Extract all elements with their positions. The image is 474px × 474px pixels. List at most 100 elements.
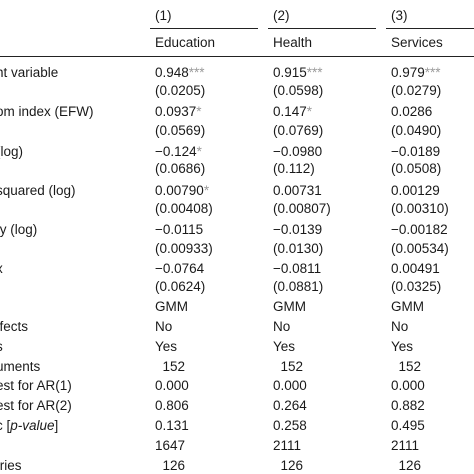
cell-value: GMM — [155, 299, 188, 314]
table-cell: GMM — [155, 299, 188, 315]
cell-value: 0.258 — [273, 418, 307, 433]
cell-value: (0.0569) — [155, 123, 206, 138]
table-cell: (0.00807) — [273, 201, 331, 217]
table-cell: 0.000 — [155, 378, 189, 394]
row-label: tries — [0, 458, 22, 473]
table-cell: 0.495 — [391, 418, 425, 434]
cell-value: (0.0130) — [273, 241, 324, 256]
table-cell: (0.00310) — [391, 201, 449, 217]
cell-value: GMM — [391, 299, 424, 314]
table-cell: −0.0811 — [273, 261, 321, 277]
cell-value: (0.0624) — [155, 279, 206, 294]
row-label: ty (log) — [0, 222, 38, 237]
table-cell: No — [391, 319, 408, 335]
table-cell: −0.0764 — [155, 261, 204, 277]
cell-value: 0.495 — [391, 418, 425, 433]
table-cell: (0.00408) — [155, 201, 213, 217]
cell-value: 126 — [155, 458, 186, 473]
table-cell: 126 — [391, 458, 422, 474]
cell-value: (0.0686) — [155, 161, 206, 176]
table-cell: (0.0624) — [155, 279, 205, 295]
cell-value: 0.882 — [391, 398, 425, 413]
significance-stars: * — [306, 104, 313, 119]
cell-value: (0.0769) — [273, 123, 324, 138]
table-cell: 2111 — [273, 438, 301, 454]
table-cell: 0.948*** — [155, 65, 205, 81]
cell-value: No — [273, 319, 291, 334]
row-label: est for AR(1) — [0, 378, 72, 393]
table-cell: 126 — [273, 458, 304, 474]
table-cell: 152 — [391, 359, 422, 375]
table-cell: GMM — [273, 299, 306, 315]
cell-value: (0.0881) — [273, 279, 324, 294]
table-cell: 2111 — [391, 438, 419, 454]
row-label: squared (log) — [0, 183, 76, 198]
row-label: (log) — [0, 144, 24, 159]
table-cell: (0.0205) — [155, 83, 205, 99]
cell-value: (0.00408) — [155, 201, 213, 216]
table-cell: (0.112) — [273, 161, 315, 177]
cell-value: 126 — [273, 458, 304, 473]
significance-stars: * — [203, 183, 210, 198]
cell-value: 0.131 — [155, 418, 189, 433]
table-cell: (0.00933) — [155, 241, 213, 257]
cell-value: −0.0115 — [155, 222, 204, 237]
table-cell: −0.00182 — [391, 222, 448, 238]
cell-value: −0.124 — [155, 144, 197, 159]
cell-value: (0.0490) — [391, 123, 442, 138]
table-cell: 0.00790* — [155, 183, 209, 199]
table-cell: 0.258 — [273, 418, 307, 434]
column-number-2: (2) — [273, 8, 290, 23]
cell-value: Yes — [391, 339, 414, 354]
significance-stars: *** — [188, 65, 205, 80]
cell-value: Yes — [273, 339, 296, 354]
table-cell: Yes — [273, 339, 295, 355]
column-name-1: Education — [155, 35, 216, 50]
cell-value: 0.000 — [273, 378, 307, 393]
table-cell: No — [273, 319, 290, 335]
significance-stars: *** — [306, 65, 323, 80]
cell-value: 0.00731 — [273, 183, 322, 198]
row-label: s — [0, 339, 3, 355]
significance-stars: * — [196, 144, 202, 159]
header-bottom-rule — [0, 56, 474, 57]
cell-value: GMM — [273, 299, 306, 314]
table-cell: −0.0115 — [155, 222, 203, 238]
cell-value: 1647 — [155, 438, 186, 453]
table-cell: (0.0130) — [273, 241, 323, 257]
header-rule-3 — [386, 28, 474, 29]
table-cell: (0.00534) — [391, 241, 449, 257]
table-cell: 0.979*** — [391, 65, 441, 81]
table-cell: 0.806 — [155, 398, 189, 414]
cell-value: 0.264 — [273, 398, 307, 413]
cell-value: (0.0325) — [391, 279, 442, 294]
row-label: nt variable — [0, 65, 59, 80]
table-cell: 152 — [273, 359, 304, 375]
table-cell: 1647 — [155, 438, 185, 454]
cell-value: (0.0598) — [273, 83, 324, 98]
cell-value: −0.0189 — [391, 144, 441, 159]
table-cell: (0.0279) — [391, 83, 441, 99]
significance-stars: * — [196, 104, 202, 119]
table-cell: 0.915*** — [273, 65, 323, 81]
table-cell: (0.0490) — [391, 123, 441, 139]
row-label: est for AR(2) — [0, 398, 72, 413]
row-label: x — [0, 261, 3, 277]
table-cell: 0.00129 — [391, 183, 440, 199]
table-cell: 0.000 — [273, 378, 307, 394]
table-cell: (0.0769) — [273, 123, 323, 139]
cell-value: −0.00182 — [391, 222, 448, 237]
cell-value: No — [155, 319, 173, 334]
column-name-2: Health — [273, 35, 313, 50]
table-cell: 0.00491 — [391, 261, 440, 277]
column-name-3: Services — [391, 35, 443, 50]
cell-value: (0.112) — [273, 161, 315, 176]
cell-value: 152 — [273, 359, 304, 374]
table-cell: 0.0937* — [155, 104, 202, 120]
significance-stars: *** — [424, 65, 441, 80]
cell-value: 0.000 — [155, 378, 189, 393]
cell-value: 0.00790 — [155, 183, 204, 198]
table-cell: (0.0569) — [155, 123, 205, 139]
table-cell: (0.0508) — [391, 161, 441, 177]
cell-value: (0.00310) — [391, 201, 449, 216]
